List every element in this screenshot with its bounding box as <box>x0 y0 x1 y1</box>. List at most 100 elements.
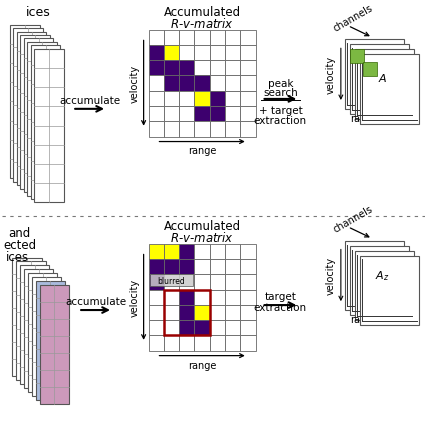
Bar <box>148 275 164 290</box>
Bar <box>20 36 50 189</box>
Bar <box>40 285 69 404</box>
Bar <box>34 50 64 203</box>
Bar <box>23 39 53 193</box>
Text: $R$-$v$-matrix: $R$-$v$-matrix <box>170 230 233 244</box>
Bar <box>31 46 60 199</box>
Bar <box>164 92 179 107</box>
Bar <box>240 244 255 259</box>
Bar <box>164 336 179 351</box>
Bar <box>17 32 46 186</box>
Text: target: target <box>264 291 296 302</box>
Bar <box>240 46 255 61</box>
Bar <box>240 305 255 320</box>
Bar <box>209 275 225 290</box>
Bar <box>225 76 240 92</box>
Bar <box>164 46 179 61</box>
Bar <box>240 31 255 46</box>
Bar <box>349 45 408 115</box>
Bar <box>209 290 225 305</box>
Bar <box>179 92 194 107</box>
Bar <box>164 290 209 336</box>
Bar <box>194 290 209 305</box>
Bar <box>240 92 255 107</box>
Bar <box>16 262 46 380</box>
Bar <box>209 61 225 76</box>
Text: ices: ices <box>26 6 51 19</box>
Bar <box>194 320 209 336</box>
Bar <box>179 336 194 351</box>
Bar <box>20 266 49 385</box>
Text: ra: ra <box>349 314 359 324</box>
Bar <box>13 29 43 182</box>
Bar <box>225 61 240 76</box>
Bar <box>240 275 255 290</box>
Bar <box>179 259 194 275</box>
Bar <box>362 63 376 77</box>
Bar <box>344 241 403 310</box>
Bar <box>225 92 240 107</box>
Text: ected: ected <box>4 238 37 251</box>
Bar <box>194 336 209 351</box>
Bar <box>209 244 225 259</box>
Bar <box>209 107 225 122</box>
Text: velocity: velocity <box>325 257 335 295</box>
Bar <box>164 320 179 336</box>
Bar <box>194 107 209 122</box>
Bar <box>225 31 240 46</box>
Bar <box>240 259 255 275</box>
Bar <box>225 46 240 61</box>
Bar <box>349 246 408 315</box>
Bar <box>194 61 209 76</box>
Bar <box>164 61 179 76</box>
Bar <box>164 290 179 305</box>
Bar <box>148 61 164 76</box>
Bar <box>148 92 164 107</box>
Bar <box>164 76 179 92</box>
Bar <box>209 76 225 92</box>
Bar <box>150 275 193 287</box>
Bar <box>240 320 255 336</box>
Bar <box>148 320 164 336</box>
Bar <box>10 26 40 179</box>
Bar <box>354 251 413 320</box>
Bar <box>344 40 403 109</box>
Text: + target: + target <box>258 106 302 115</box>
Bar <box>179 275 194 290</box>
Bar <box>209 122 225 137</box>
Bar <box>349 50 363 64</box>
Bar <box>194 275 209 290</box>
Bar <box>225 305 240 320</box>
Bar <box>240 61 255 76</box>
Bar <box>164 259 179 275</box>
Bar <box>148 305 164 320</box>
Text: range: range <box>187 360 216 370</box>
Bar <box>225 320 240 336</box>
Bar <box>225 244 240 259</box>
Bar <box>209 46 225 61</box>
Text: channels: channels <box>331 204 374 235</box>
Bar <box>209 31 225 46</box>
Bar <box>35 282 65 400</box>
Bar <box>209 336 225 351</box>
Text: $A$: $A$ <box>377 72 386 84</box>
Bar <box>194 259 209 275</box>
Text: velocity: velocity <box>130 279 139 317</box>
Text: accumulate: accumulate <box>65 296 126 306</box>
Bar <box>179 244 194 259</box>
Bar <box>164 244 179 259</box>
Bar <box>179 290 194 305</box>
Bar <box>225 336 240 351</box>
Text: range: range <box>187 146 216 156</box>
Bar <box>240 76 255 92</box>
Bar <box>148 290 164 305</box>
Text: accumulate: accumulate <box>59 96 120 106</box>
Bar <box>179 31 194 46</box>
Text: Accumulated: Accumulated <box>163 220 240 233</box>
Bar <box>194 122 209 137</box>
Text: search: search <box>262 88 297 98</box>
Text: extraction: extraction <box>253 115 306 125</box>
Bar <box>164 31 179 46</box>
Bar <box>164 107 179 122</box>
Bar <box>164 122 179 137</box>
Bar <box>354 50 413 119</box>
